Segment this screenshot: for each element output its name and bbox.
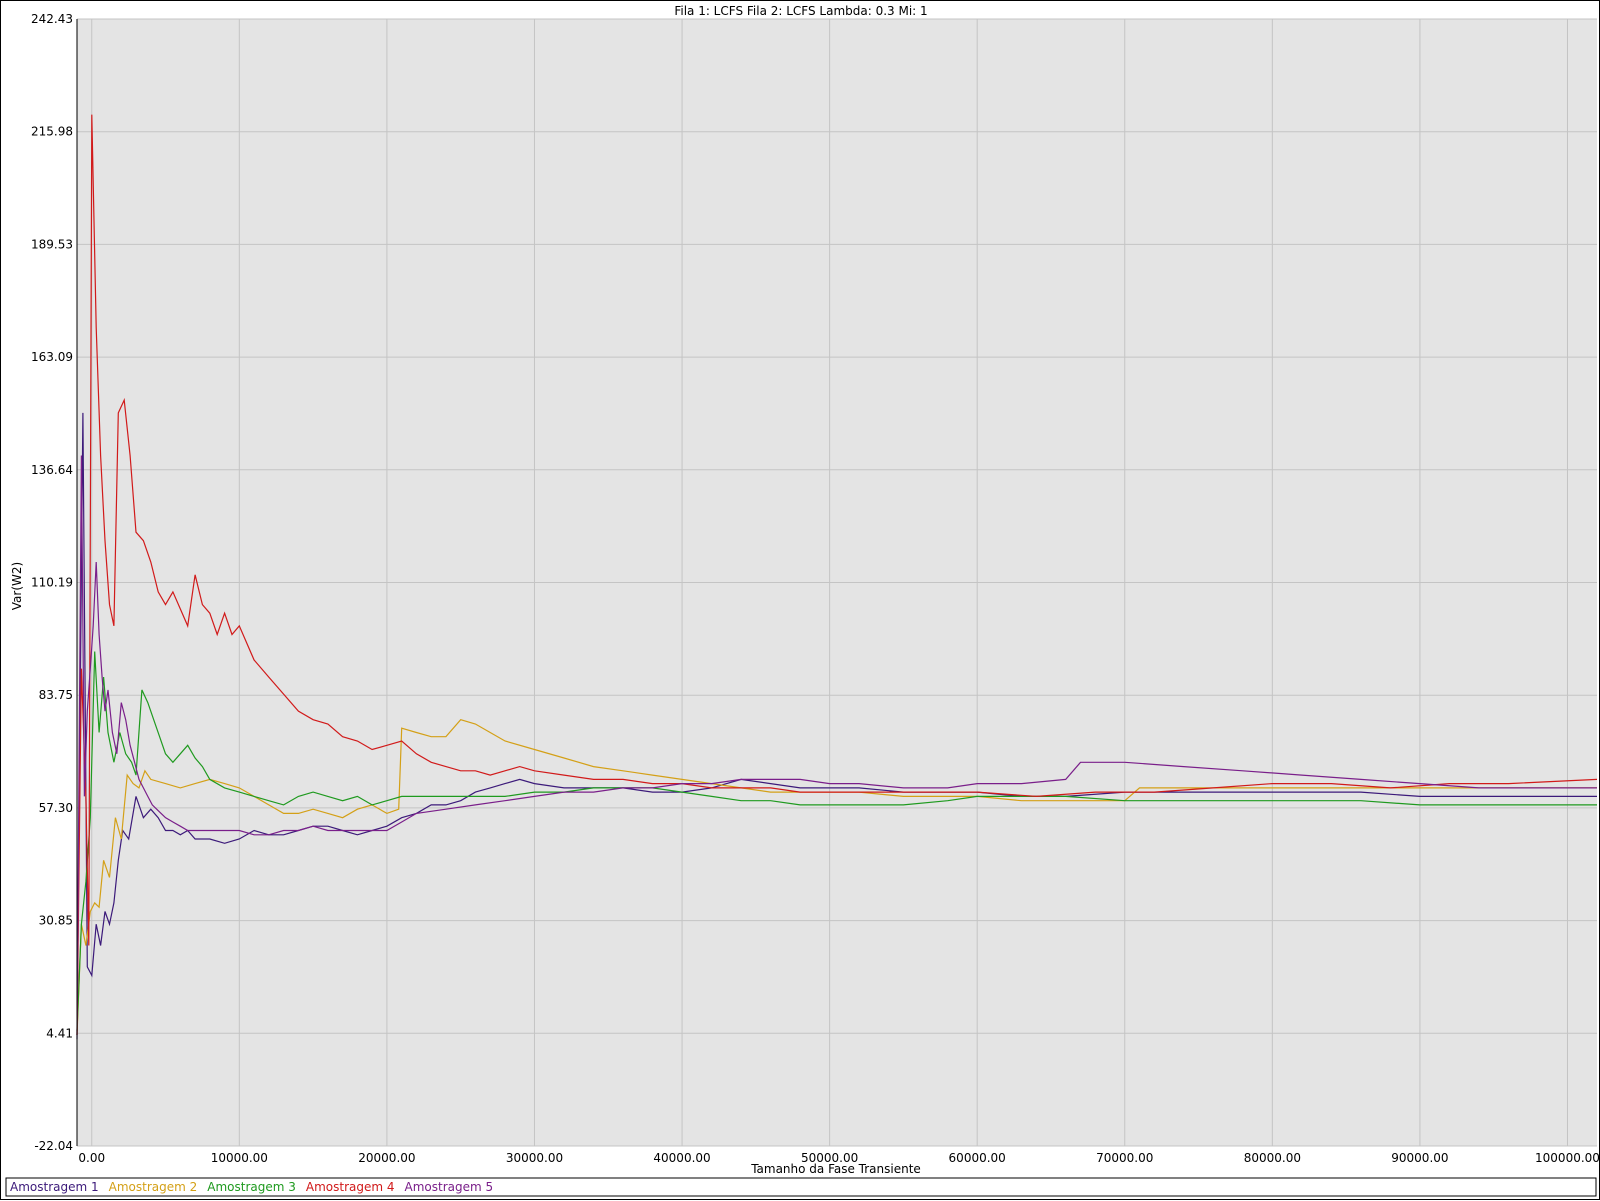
grid xyxy=(77,18,1597,1147)
y-tick-label: 215.98 xyxy=(31,125,73,139)
x-tick-label: 100000.00 xyxy=(1535,1151,1600,1165)
x-tick-label: 20000.00 xyxy=(358,1151,415,1165)
y-tick-label: 189.53 xyxy=(31,237,73,251)
y-axis-label: Var(W2) xyxy=(10,562,24,610)
x-tick-label: 90000.00 xyxy=(1391,1151,1448,1165)
y-axis-ticks: -22.04 4.41 30.85 57.30 83.75 110.19 136.64 163… xyxy=(31,12,73,1153)
x-tick-label: 60000.00 xyxy=(949,1151,1006,1165)
legend: Amostragem 1 Amostragem 2 Amostragem 3 Amos… xyxy=(10,1180,493,1194)
legend-item-amostragem-2: Amostragem 2 xyxy=(109,1180,198,1194)
y-tick-label: -22.04 xyxy=(34,1139,73,1153)
x-tick-label: 10000.00 xyxy=(211,1151,268,1165)
series-line-amostragem-2 xyxy=(76,719,1597,1036)
series-lines xyxy=(76,114,1598,1040)
x-axis-ticks: 0.00 10000.00 20000.00 30000.00 40000.00 5000… xyxy=(78,1151,1600,1165)
legend-item-amostragem-3: Amostragem 3 xyxy=(207,1180,296,1194)
x-tick-label: 70000.00 xyxy=(1096,1151,1153,1165)
legend-item-amostragem-5: Amostragem 5 xyxy=(405,1180,494,1194)
chart-title: Fila 1: LCFS Fila 2: LCFS Lambda: 0.3 Mi… xyxy=(674,4,927,18)
legend-item-amostragem-1: Amostragem 1 xyxy=(10,1180,99,1194)
y-tick-label: 110.19 xyxy=(31,576,73,590)
series-line-amostragem-5 xyxy=(76,455,1597,1036)
y-tick-label: 30.85 xyxy=(39,914,73,928)
y-tick-label: 83.75 xyxy=(39,688,73,702)
x-tick-label: 50000.00 xyxy=(801,1151,858,1165)
y-tick-label: 57.30 xyxy=(39,801,73,815)
y-tick-label: 242.43 xyxy=(31,12,73,26)
series-line-amostragem-4 xyxy=(76,114,1598,1036)
x-tick-label: 80000.00 xyxy=(1244,1151,1301,1165)
legend-item-amostragem-4: Amostragem 4 xyxy=(306,1180,395,1194)
x-tick-label: 0.00 xyxy=(78,1151,105,1165)
x-axis-label: Tamanho da Fase Transiente xyxy=(750,1162,921,1176)
series-line-amostragem-3 xyxy=(76,651,1597,1031)
y-tick-label: 4.41 xyxy=(46,1026,73,1040)
y-tick-label: 136.64 xyxy=(31,463,73,477)
legend-box xyxy=(5,1177,1597,1197)
x-tick-label: 30000.00 xyxy=(506,1151,563,1165)
y-tick-label: 163.09 xyxy=(31,350,73,364)
x-tick-label: 40000.00 xyxy=(653,1151,710,1165)
